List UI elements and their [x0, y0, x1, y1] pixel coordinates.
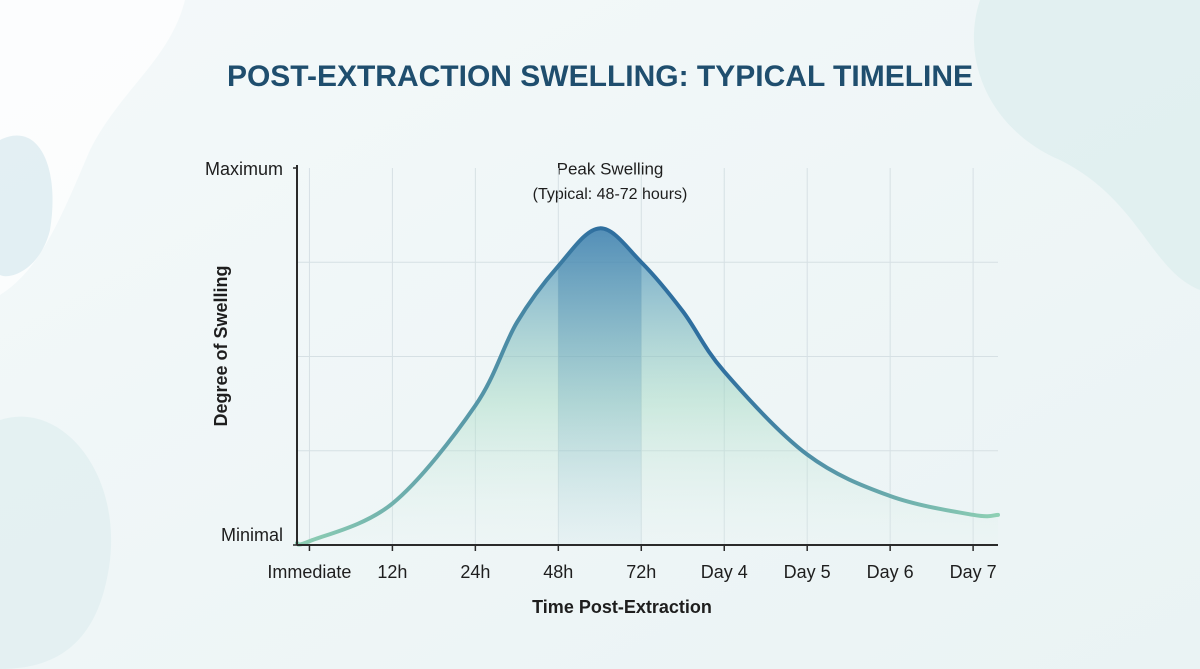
decor-blob	[973, 0, 1200, 290]
annotation-title: Peak Swelling	[557, 159, 664, 178]
x-tick-label: Immediate	[267, 562, 351, 582]
x-tick-label: Day 4	[701, 562, 748, 582]
y-tick-label: Maximum	[205, 159, 283, 179]
annotation-subtitle: (Typical: 48-72 hours)	[533, 186, 688, 203]
x-tick-label: 12h	[377, 562, 407, 582]
peak-band	[558, 228, 642, 545]
x-axis-label: Time Post-Extraction	[532, 597, 712, 617]
decor-blob	[0, 135, 53, 277]
x-tick-label: 48h	[543, 562, 573, 582]
plot-area: Immediate 12h 24h 48h 72h Day 4 Day 5 Day 6 Day …	[205, 159, 1000, 582]
x-tick-label: Day 6	[867, 562, 914, 582]
x-tick-label: 72h	[626, 562, 656, 582]
x-tick-label: Day 5	[784, 562, 831, 582]
x-tick-label: 24h	[460, 562, 490, 582]
y-axis-label: Degree of Swelling	[211, 265, 231, 426]
decor-blob	[0, 416, 112, 669]
x-tick-label: Day 7	[950, 562, 997, 582]
chart-title: POST-EXTRACTION SWELLING: TYPICAL TIMELI…	[227, 60, 973, 93]
y-tick-label: Minimal	[221, 525, 283, 545]
line	[295, 226, 1000, 547]
